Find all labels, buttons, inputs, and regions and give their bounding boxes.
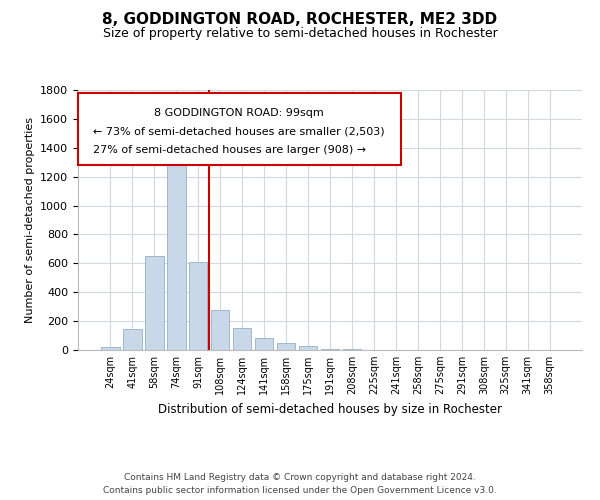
Bar <box>211 310 229 350</box>
Bar <box>299 346 317 350</box>
X-axis label: Distribution of semi-detached houses by size in Rochester: Distribution of semi-detached houses by … <box>158 402 502 415</box>
Bar <box>145 256 164 350</box>
Bar <box>123 329 142 350</box>
Bar <box>255 338 274 350</box>
Y-axis label: Number of semi-detached properties: Number of semi-detached properties <box>25 117 35 323</box>
Text: Contains HM Land Registry data © Crown copyright and database right 2024.
Contai: Contains HM Land Registry data © Crown c… <box>103 474 497 495</box>
Bar <box>101 347 119 350</box>
Bar <box>277 343 295 350</box>
Text: 27% of semi-detached houses are larger (908) →: 27% of semi-detached houses are larger (… <box>93 144 366 154</box>
Text: 8, GODDINGTON ROAD, ROCHESTER, ME2 3DD: 8, GODDINGTON ROAD, ROCHESTER, ME2 3DD <box>103 12 497 28</box>
Text: 8 GODDINGTON ROAD: 99sqm: 8 GODDINGTON ROAD: 99sqm <box>154 108 324 118</box>
Bar <box>233 328 251 350</box>
Text: ← 73% of semi-detached houses are smaller (2,503): ← 73% of semi-detached houses are smalle… <box>93 126 385 136</box>
Bar <box>189 262 208 350</box>
Bar <box>167 149 185 350</box>
Text: Size of property relative to semi-detached houses in Rochester: Size of property relative to semi-detach… <box>103 28 497 40</box>
FancyBboxPatch shape <box>78 92 401 166</box>
